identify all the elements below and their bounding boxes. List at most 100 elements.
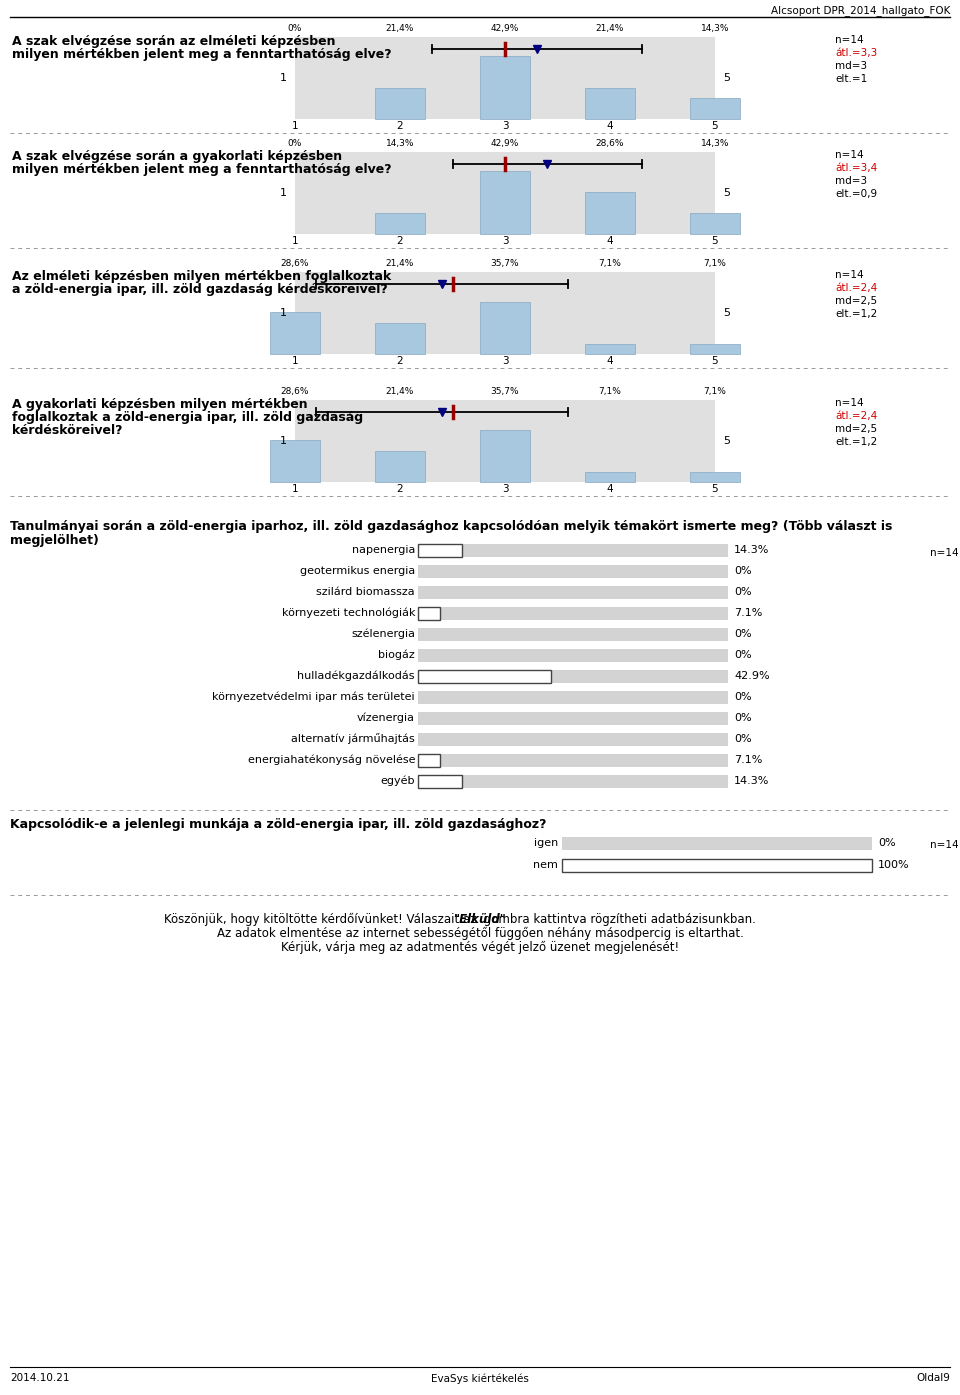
- Text: 42,9%: 42,9%: [491, 140, 519, 148]
- Text: 5: 5: [711, 356, 718, 365]
- Bar: [690, 213, 740, 234]
- Text: szilárd biomassza: szilárd biomassza: [317, 587, 415, 597]
- Text: Kapcsolódik-e a jelenlegi munkája a zöld-energia ipar, ill. zöld gazdasághoz?: Kapcsolódik-e a jelenlegi munkája a zöld…: [10, 817, 546, 831]
- Text: 2: 2: [396, 236, 403, 246]
- Text: Kérjük, várja meg az adatmentés végét jelző üzenet megjelenését!: Kérjük, várja meg az adatmentés végét je…: [281, 942, 679, 954]
- Text: 5: 5: [711, 121, 718, 131]
- Text: 2: 2: [396, 356, 403, 365]
- Text: Köszönjük, hogy kitöltötte kérdőívünket! Válaszait az: Köszönjük, hogy kitöltötte kérdőívünket!…: [164, 912, 480, 926]
- Text: 5: 5: [724, 437, 731, 446]
- Text: 4: 4: [607, 236, 613, 246]
- Text: 1: 1: [292, 236, 299, 246]
- Text: 2: 2: [396, 484, 403, 494]
- Text: átl.=3,4: átl.=3,4: [835, 163, 877, 173]
- Text: 1: 1: [279, 437, 286, 446]
- Bar: [418, 670, 551, 682]
- Text: elt.=1,2: elt.=1,2: [835, 437, 877, 446]
- Text: 4: 4: [607, 484, 613, 494]
- Text: 7.1%: 7.1%: [734, 608, 762, 618]
- Text: 2: 2: [396, 121, 403, 131]
- Bar: [270, 441, 321, 483]
- Bar: [418, 691, 728, 703]
- Text: 2014.10.21: 2014.10.21: [10, 1373, 69, 1382]
- Bar: [562, 837, 872, 850]
- Text: Az elméleti képzésben milyen mértékben foglalkoztak: Az elméleti képzésben milyen mértékben f…: [12, 271, 392, 283]
- Text: Az adatok elmentése az internet sebességétől függően néhány másodpercig is eltar: Az adatok elmentése az internet sebesség…: [217, 928, 743, 940]
- Bar: [480, 56, 530, 119]
- Text: 1: 1: [279, 308, 286, 318]
- Text: 5: 5: [724, 308, 731, 318]
- Text: 4: 4: [607, 356, 613, 365]
- Text: "Elküld": "Elküld": [453, 912, 507, 926]
- Text: hulladékgazdálkodás: hulladékgazdálkodás: [298, 671, 415, 681]
- Text: átl.=3,3: átl.=3,3: [835, 47, 877, 59]
- Text: 21,4%: 21,4%: [386, 24, 414, 33]
- Bar: [585, 193, 636, 234]
- Text: 7,1%: 7,1%: [704, 259, 727, 268]
- Bar: [418, 753, 440, 766]
- Text: környezetvédelmi ipar más területei: környezetvédelmi ipar más területei: [212, 692, 415, 702]
- Text: 21,4%: 21,4%: [386, 259, 414, 268]
- Text: 100%: 100%: [878, 859, 910, 870]
- Text: A szak elvégzése során a gyakorlati képzésben: A szak elvégzése során a gyakorlati képz…: [12, 151, 342, 163]
- Text: 35,7%: 35,7%: [491, 386, 519, 396]
- Bar: [418, 649, 728, 661]
- Text: 21,4%: 21,4%: [386, 386, 414, 396]
- Text: 35,7%: 35,7%: [491, 259, 519, 268]
- Text: n=14: n=14: [835, 271, 864, 280]
- Text: 14.3%: 14.3%: [734, 545, 769, 555]
- Text: 0%: 0%: [734, 734, 752, 744]
- Bar: [690, 98, 740, 119]
- Text: 1: 1: [292, 356, 299, 365]
- Bar: [418, 670, 728, 682]
- Text: 5: 5: [711, 484, 718, 494]
- Text: md=2,5: md=2,5: [835, 424, 877, 434]
- Bar: [585, 472, 636, 483]
- Bar: [418, 753, 728, 766]
- Text: 5: 5: [711, 236, 718, 246]
- Text: környezeti technológiák: környezeti technológiák: [281, 608, 415, 618]
- Text: 14,3%: 14,3%: [701, 140, 730, 148]
- Text: 5: 5: [724, 188, 731, 198]
- Text: elt.=1,2: elt.=1,2: [835, 310, 877, 319]
- Text: md=2,5: md=2,5: [835, 296, 877, 306]
- Bar: [480, 430, 530, 483]
- Bar: [480, 301, 530, 354]
- Text: 3: 3: [502, 236, 508, 246]
- Bar: [418, 544, 463, 557]
- Text: vízenergia: vízenergia: [357, 713, 415, 723]
- Bar: [585, 343, 636, 354]
- Text: 0%: 0%: [288, 140, 302, 148]
- Text: n=14: n=14: [930, 548, 959, 558]
- Text: átl.=2,4: átl.=2,4: [835, 283, 877, 293]
- Text: n=14: n=14: [835, 35, 864, 45]
- Text: 3: 3: [502, 484, 508, 494]
- Text: 0%: 0%: [734, 587, 752, 597]
- Text: 28,6%: 28,6%: [280, 386, 309, 396]
- Bar: [690, 472, 740, 483]
- Text: elt.=0,9: elt.=0,9: [835, 188, 877, 199]
- Text: 14.3%: 14.3%: [734, 776, 769, 785]
- Bar: [418, 607, 728, 619]
- Text: 0%: 0%: [734, 629, 752, 639]
- Text: n=14: n=14: [835, 398, 864, 407]
- Text: 7.1%: 7.1%: [734, 755, 762, 764]
- Text: 4: 4: [607, 121, 613, 131]
- Bar: [418, 711, 728, 724]
- Bar: [374, 451, 425, 483]
- Bar: [295, 152, 715, 234]
- Text: gombra kattintva rögzítheti adatbázisunkban.: gombra kattintva rögzítheti adatbázisunk…: [480, 912, 756, 926]
- Text: 1: 1: [292, 484, 299, 494]
- Bar: [295, 38, 715, 119]
- Text: A szak elvégzése során az elméleti képzésben: A szak elvégzése során az elméleti képzé…: [12, 35, 335, 47]
- Text: szélenergia: szélenergia: [351, 629, 415, 639]
- Text: 3: 3: [502, 356, 508, 365]
- Text: milyen mértékben jelent meg a fenntarthatóság elve?: milyen mértékben jelent meg a fenntartha…: [12, 47, 392, 61]
- Text: alternatív járműhajtás: alternatív járműhajtás: [291, 734, 415, 745]
- Bar: [418, 586, 728, 598]
- Bar: [418, 628, 728, 640]
- Text: 1: 1: [279, 188, 286, 198]
- Bar: [690, 343, 740, 354]
- Bar: [418, 774, 728, 788]
- Text: Alcsoport DPR_2014_hallgato_FOK: Alcsoport DPR_2014_hallgato_FOK: [771, 6, 950, 15]
